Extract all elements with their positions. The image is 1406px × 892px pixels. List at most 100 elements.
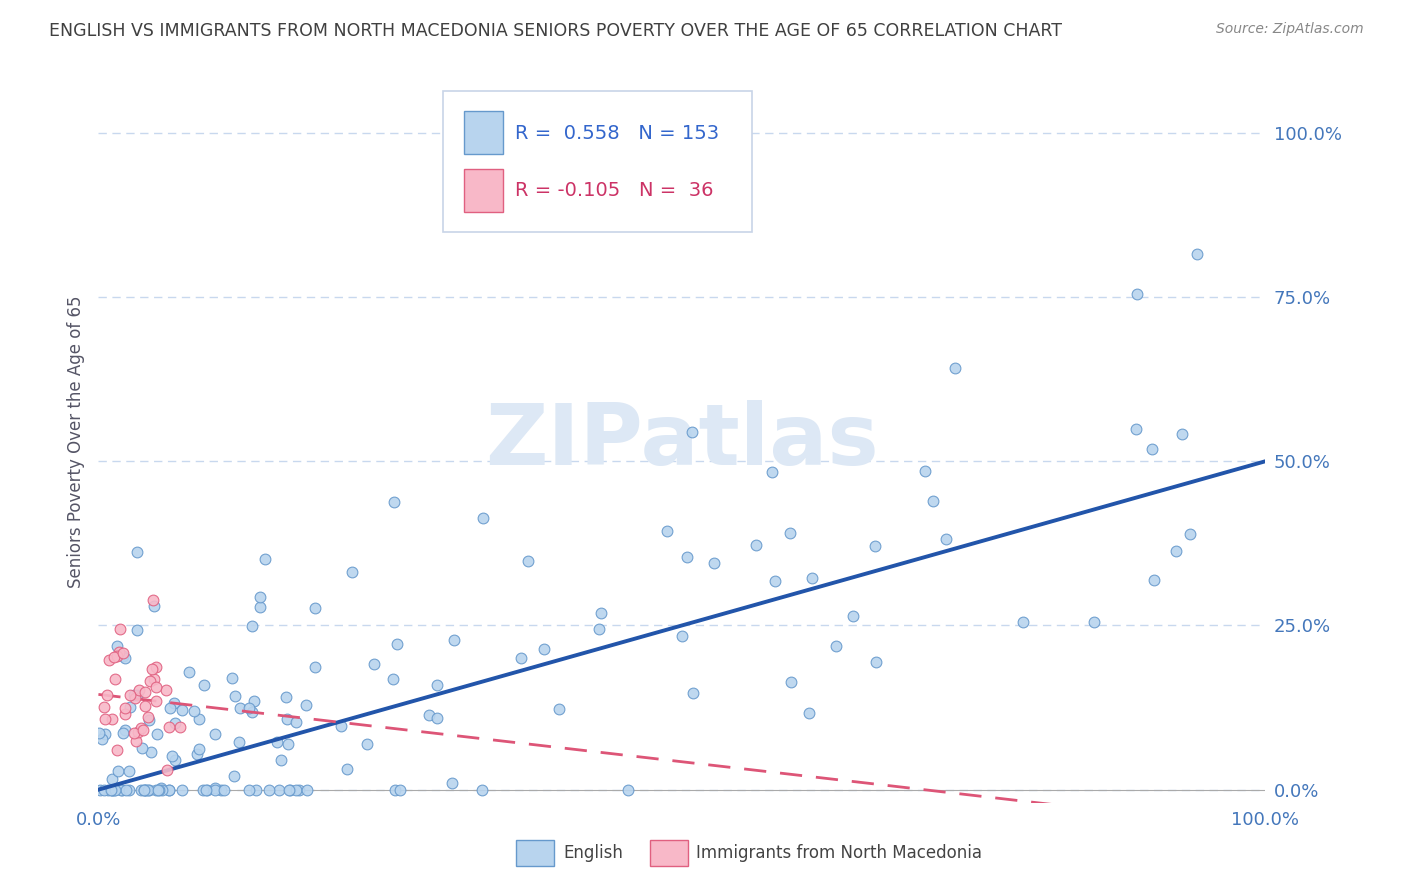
Point (238, 701, 260, 715)
Point (129, 721, 152, 735)
Point (204, 727, 226, 741)
Point (146, 782, 169, 797)
Point (94, 713, 117, 727)
Point (257, 782, 280, 797)
Point (935, 532, 957, 546)
Point (1166, 543, 1188, 558)
Point (304, 660, 326, 674)
Point (356, 737, 378, 751)
Point (253, 552, 276, 566)
Point (142, 593, 165, 607)
Point (863, 539, 886, 553)
Point (132, 782, 155, 797)
Point (591, 606, 613, 620)
FancyBboxPatch shape (651, 839, 688, 865)
Point (221, 671, 243, 685)
Point (87, 726, 110, 740)
Point (145, 782, 167, 797)
Point (128, 682, 150, 697)
Point (138, 713, 160, 727)
Point (381, 672, 404, 686)
Point (240, 706, 263, 720)
Point (97, 653, 120, 667)
Point (780, 675, 803, 690)
Point (139, 745, 162, 759)
Point (195, 782, 218, 797)
Point (134, 699, 156, 714)
Point (145, 680, 167, 694)
Point (676, 550, 699, 565)
Point (387, 637, 409, 651)
Point (105, 639, 128, 653)
Point (129, 782, 152, 797)
Point (157, 720, 180, 734)
Point (110, 782, 132, 797)
Point (547, 702, 569, 716)
Point (107, 764, 129, 779)
Point (91, 731, 114, 746)
Point (443, 632, 465, 647)
Point (101, 782, 124, 797)
Point (245, 782, 267, 797)
Point (97, 782, 120, 797)
Point (224, 768, 246, 782)
Point (761, 465, 783, 479)
Point (471, 511, 494, 525)
FancyBboxPatch shape (464, 169, 503, 211)
Point (763, 574, 786, 588)
Point (135, 782, 157, 797)
Point (105, 743, 128, 757)
Text: ENGLISH VS IMMIGRANTS FROM NORTH MACEDONIA SENIORS POVERTY OVER THE AGE OF 65 CO: ENGLISH VS IMMIGRANTS FROM NORTH MACEDON… (49, 22, 1062, 40)
Point (111, 726, 134, 740)
Point (105, 649, 128, 664)
Point (842, 608, 865, 623)
Point (183, 704, 205, 718)
Point (533, 642, 555, 657)
Point (224, 689, 246, 703)
Point (657, 524, 679, 538)
Point (159, 700, 181, 714)
Point (914, 464, 936, 478)
FancyBboxPatch shape (464, 112, 503, 154)
Point (340, 565, 363, 579)
Point (93, 700, 115, 714)
Point (779, 525, 801, 540)
Point (426, 711, 449, 725)
Y-axis label: Seniors Poverty Over the Age of 65: Seniors Poverty Over the Age of 65 (66, 295, 84, 588)
Point (249, 591, 271, 605)
Point (671, 628, 693, 642)
Point (193, 678, 215, 692)
Point (141, 662, 163, 676)
Point (136, 710, 159, 724)
Point (194, 782, 217, 797)
Point (127, 545, 149, 559)
Point (1142, 442, 1164, 457)
Point (288, 782, 311, 797)
Point (103, 782, 125, 797)
Point (96, 688, 118, 702)
Point (188, 742, 211, 756)
Point (588, 622, 610, 636)
Point (212, 782, 235, 797)
Point (1125, 422, 1147, 436)
Point (114, 700, 136, 714)
Point (134, 685, 156, 699)
Text: English: English (562, 844, 623, 862)
Point (274, 690, 297, 704)
Text: ZIPatlas: ZIPatlas (485, 400, 879, 483)
Point (117, 782, 139, 797)
Point (238, 782, 260, 797)
Point (155, 683, 177, 698)
Point (382, 495, 405, 509)
Point (114, 707, 136, 722)
Point (132, 782, 155, 797)
Point (1185, 247, 1208, 261)
Point (148, 782, 170, 797)
Point (169, 720, 191, 734)
Point (471, 782, 494, 797)
FancyBboxPatch shape (443, 91, 752, 232)
Point (93, 782, 115, 797)
Point (125, 734, 148, 748)
Point (745, 538, 768, 552)
Text: R = -0.105   N =  36: R = -0.105 N = 36 (515, 181, 713, 201)
